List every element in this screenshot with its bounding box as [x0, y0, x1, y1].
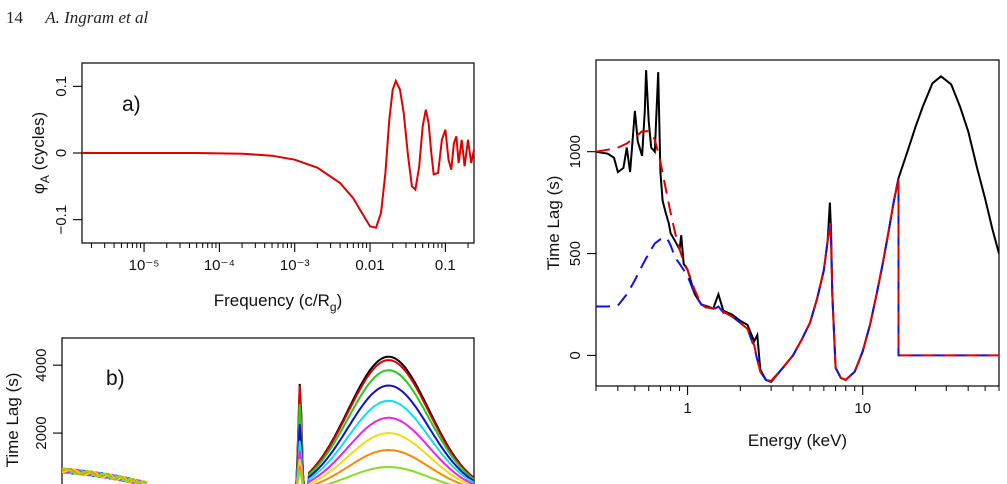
y-tick-label: 0	[53, 149, 70, 157]
lag-curve-8	[62, 466, 452, 484]
y-tick-label: 1000	[567, 135, 584, 168]
authors: A. Ingram et al	[45, 8, 149, 27]
y-tick-label: 2000	[33, 416, 50, 449]
x-tick-label: 10⁻⁵	[129, 257, 160, 274]
lag-curve-5	[62, 416, 474, 484]
y-tick-label: 4000	[33, 348, 50, 381]
energy-lag-solid-0	[596, 70, 999, 384]
panel-b-y-axis-label: Time Lag (s)	[3, 373, 22, 468]
page-number: 14	[6, 8, 23, 27]
panel-c-series	[596, 70, 999, 384]
panel-a-ticks: 10⁻⁵ 10⁻⁴ 10⁻³ 0.01 0.1 −0.1 0 0.1	[53, 76, 469, 274]
y-tick-label: −0.1	[53, 205, 70, 235]
panel-b-frame	[61, 337, 475, 484]
lag-curve-6	[62, 432, 472, 484]
panel-a-label: a)	[122, 93, 141, 116]
y-tick-label: 500	[567, 241, 584, 266]
page-header: 14 A. Ingram et al	[6, 8, 148, 28]
x-tick-label: 1	[683, 400, 691, 417]
x-tick-label: 10	[854, 400, 871, 417]
panel-a-series	[82, 78, 475, 229]
panel-c-y-axis-label: Time Lag (s)	[544, 176, 563, 271]
lag-curve-3	[62, 384, 474, 484]
panel-a: 10⁻⁵ 10⁻⁴ 10⁻³ 0.01 0.1 −0.1 0 0.1 a) Frequency…	[29, 62, 475, 314]
panel-c-frame	[595, 59, 1000, 387]
panel-c: 1 10 0 500 1000 Energy (keV) Time Lag (s)	[544, 59, 1000, 450]
panel-b-label: b)	[106, 367, 125, 390]
y-tick-label: 0.1	[53, 76, 70, 97]
panel-a-x-axis-label: Frequency (c/Rg)	[214, 291, 343, 314]
panel-a-y-axis-label: φA (cycles)	[29, 112, 52, 194]
x-tick-label: 10⁻⁴	[204, 257, 235, 274]
panel-b-ticks: 2000 4000	[33, 348, 62, 450]
x-tick-label: 10⁻³	[280, 257, 310, 274]
panel-c-x-axis-label: Energy (keV)	[748, 431, 847, 450]
x-tick-label: 0.1	[435, 257, 456, 274]
panel-b: 2000 4000 b) Time Lag (s)	[3, 337, 475, 484]
phase-curve	[82, 78, 475, 229]
y-tick-label: 0	[567, 351, 584, 359]
x-tick-label: 0.01	[355, 257, 384, 274]
panel-b-series	[62, 355, 474, 484]
panel-c-ticks: 1 10 0 500 1000	[567, 135, 1000, 417]
energy-lag-dashed-1	[596, 178, 999, 384]
energy-lag-dashed-2	[596, 130, 999, 382]
lag-curve-7	[62, 448, 465, 484]
